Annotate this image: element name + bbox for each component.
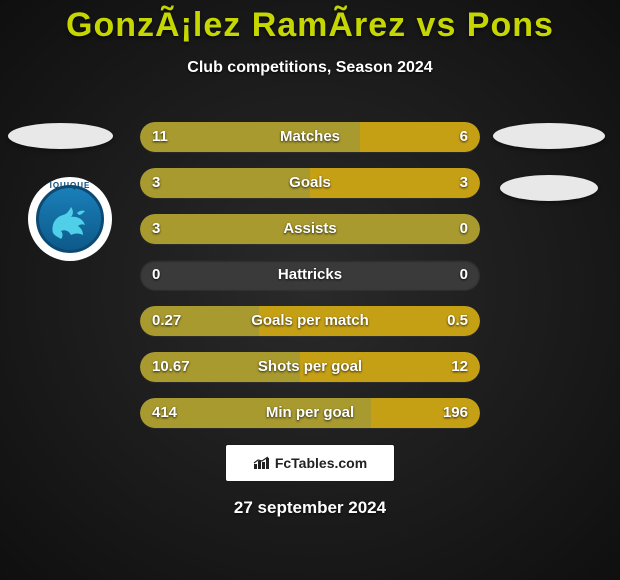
stat-row: 414196Min per goal — [140, 398, 480, 428]
stat-bar-left — [140, 168, 310, 198]
stat-row: 0 0Hattricks — [140, 260, 480, 290]
stat-value-left: 3 — [152, 168, 160, 198]
stat-row: 0.270.5Goals per match — [140, 306, 480, 336]
avatar-oval — [8, 123, 113, 149]
stat-bar-left — [140, 122, 360, 152]
stat-rows: 116Matches33Goals30Assists00Hattricks0.2… — [140, 122, 480, 444]
team-badge: IQUIQUE — [28, 177, 112, 261]
stat-value-left: 0 — [152, 260, 160, 290]
stat-value-right: 0.5 — [447, 306, 468, 336]
stat-value-left: 414 — [152, 398, 177, 428]
team-badge-inner — [36, 185, 104, 253]
avatar-oval — [493, 123, 605, 149]
stat-value-left: 3 — [152, 214, 160, 244]
stat-label: Hattricks — [140, 260, 480, 290]
avatar-oval — [500, 175, 598, 201]
stat-value-left: 0.27 — [152, 306, 181, 336]
stat-value-right: 12 — [451, 352, 468, 382]
stat-row: 10.6712Shots per goal — [140, 352, 480, 382]
footer-date: 27 september 2024 — [0, 498, 620, 518]
watermark-text: FcTables.com — [275, 455, 367, 471]
page-title: GonzÃ¡lez RamÃ­rez vs Pons — [0, 0, 620, 45]
stat-value-right: 0 — [460, 214, 468, 244]
stat-value-right: 6 — [460, 122, 468, 152]
chart-icon — [253, 456, 271, 470]
stat-row: 116Matches — [140, 122, 480, 152]
stat-row: 33Goals — [140, 168, 480, 198]
stat-value-left: 10.67 — [152, 352, 190, 382]
team-badge-text: IQUIQUE — [28, 181, 112, 190]
stat-value-right: 196 — [443, 398, 468, 428]
stat-value-right: 0 — [460, 260, 468, 290]
stat-value-right: 3 — [460, 168, 468, 198]
stat-bar-left — [140, 214, 480, 244]
watermark: FcTables.com — [226, 445, 394, 481]
page-subtitle: Club competitions, Season 2024 — [0, 59, 620, 77]
stat-row: 30Assists — [140, 214, 480, 244]
stat-value-left: 11 — [152, 122, 168, 152]
stat-bar-right — [310, 168, 480, 198]
dragon-icon — [47, 203, 93, 243]
